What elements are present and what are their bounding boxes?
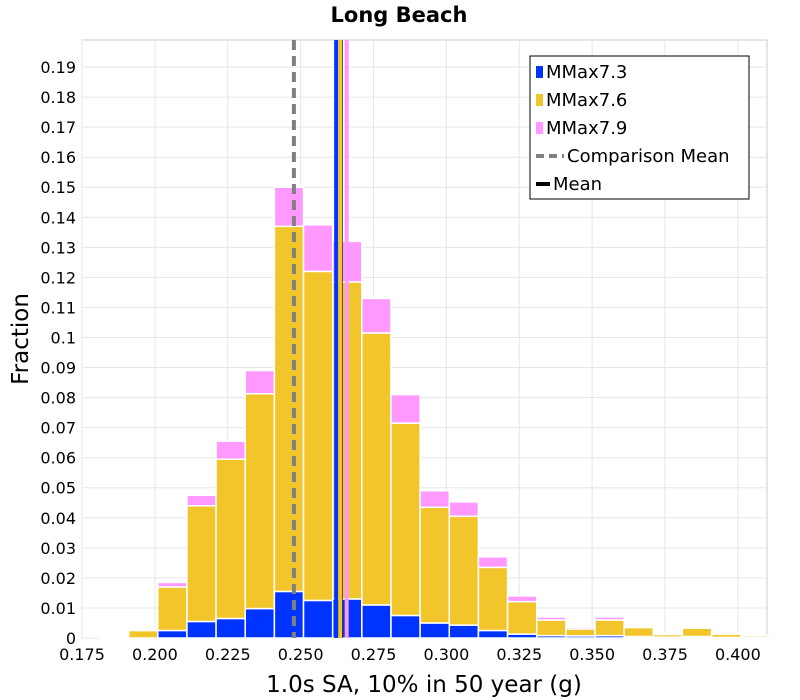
bar-segment-mmax76 — [157, 586, 188, 632]
legend-label: MMax7.3 — [546, 62, 627, 83]
y-tick-label: 0.16 — [40, 148, 76, 167]
y-tick-label: 0.07 — [40, 419, 76, 438]
bar-segment-mmax79 — [477, 556, 509, 569]
bar-segment-mmax76 — [186, 505, 217, 623]
chart-title: Long Beach — [331, 3, 468, 27]
bar-segment-mmax79 — [535, 616, 567, 621]
bar-segment-mmax76 — [419, 506, 451, 624]
y-tick-label: 0.09 — [40, 359, 76, 378]
bar-segment-mmax76 — [448, 515, 480, 626]
bar-segment-mmax76 — [623, 626, 655, 638]
y-tick-label: 0.17 — [40, 118, 76, 137]
x-tick-label: 0.400 — [715, 645, 761, 664]
bar-segment-mmax76 — [302, 270, 334, 602]
bar-segment-mmax79 — [244, 369, 276, 395]
y-tick-label: 0.15 — [40, 178, 76, 197]
bar-segment-mmax73 — [477, 629, 509, 639]
x-axis-ticks: 0.175 0.200 0.225 0.250 0.275 0.300 0.325 0.350… — [59, 645, 761, 664]
bar-segment-mmax79 — [419, 490, 451, 509]
bar-segment-mmax73 — [302, 599, 334, 639]
bar-segment-mmax79 — [98, 635, 130, 638]
x-axis-title: 1.0s SA, 10% in 50 year (g) — [266, 672, 582, 698]
legend-label: MMax7.6 — [546, 90, 627, 111]
y-tick-label: 0.12 — [40, 268, 76, 287]
bar-segment-mmax73 — [186, 620, 217, 639]
bar-segment-mmax79 — [157, 581, 188, 588]
bar-segment-mmax79 — [681, 625, 713, 629]
bar-segment-mmax79 — [448, 501, 480, 518]
x-tick-label: 0.325 — [496, 645, 542, 664]
y-tick-label: 0.19 — [40, 58, 76, 77]
y-tick-label: 0.11 — [40, 298, 76, 317]
x-tick-label: 0.200 — [132, 645, 178, 664]
legend-swatch — [536, 94, 543, 106]
y-tick-label: 0 — [66, 629, 76, 648]
bar-segment-mmax73 — [157, 629, 188, 639]
bar-segment-mmax76 — [565, 628, 596, 637]
bar-segment-mmax76 — [215, 458, 246, 620]
x-tick-label: 0.275 — [351, 645, 397, 664]
bar-segment-mmax79 — [506, 595, 538, 603]
bar-segment-mmax76 — [477, 566, 509, 632]
bar-segment-mmax73 — [419, 622, 451, 639]
y-tick-label: 0.05 — [40, 479, 76, 498]
bar-segment-mmax79 — [302, 224, 334, 273]
legend: MMax7.3 MMax7.6 MMax7.9 Comparison Mean Mean — [529, 55, 750, 200]
bar-segment-mmax76 — [594, 619, 625, 637]
bar-segment-mmax76 — [390, 422, 421, 617]
x-tick-label: 0.300 — [423, 645, 469, 664]
bar-segment-mmax73 — [390, 614, 421, 639]
mean-lines — [291, 40, 349, 638]
bar-segment-mmax76 — [535, 619, 567, 637]
bar-segment-mmax79 — [740, 634, 771, 637]
bar-segment-mmax76 — [681, 627, 713, 638]
bar-segment-mmax79 — [361, 297, 392, 334]
x-tick-label: 0.225 — [205, 645, 251, 664]
bar-segment-mmax73 — [215, 617, 246, 639]
legend-swatch — [536, 122, 543, 134]
bar-segment-mmax73 — [361, 604, 392, 639]
y-axis-title: Fraction — [8, 293, 34, 385]
x-tick-label: 0.250 — [278, 645, 324, 664]
bar-segment-mmax73 — [448, 624, 480, 639]
bar-segment-mmax73 — [244, 607, 276, 639]
y-tick-label: 0.08 — [40, 389, 76, 408]
bar-segment-mmax76 — [273, 225, 305, 593]
bar-segment-mmax79 — [652, 632, 684, 636]
legend-label: Mean — [553, 174, 602, 195]
legend-label: Comparison Mean — [567, 146, 730, 167]
bar-segment-mmax76 — [506, 600, 538, 635]
legend-label: MMax7.9 — [546, 118, 627, 139]
y-tick-label: 0.06 — [40, 449, 76, 468]
bar-segment-mmax79 — [127, 628, 159, 632]
bar-segment-mmax79 — [390, 393, 421, 424]
y-tick-label: 0.1 — [51, 328, 76, 347]
x-tick-label: 0.350 — [569, 645, 615, 664]
bar-segment-mmax79 — [623, 625, 655, 629]
y-tick-label: 0.03 — [40, 539, 76, 558]
y-tick-label: 0.14 — [40, 208, 76, 227]
bar-segment-mmax79 — [273, 186, 305, 228]
legend-box — [529, 55, 750, 200]
x-tick-label: 0.375 — [642, 645, 688, 664]
y-tick-label: 0.13 — [40, 238, 76, 257]
bar-segment-mmax79 — [565, 626, 596, 630]
histogram-bars — [98, 186, 771, 639]
bar-segment-mmax76 — [361, 332, 392, 606]
y-tick-label: 0.18 — [40, 88, 76, 107]
bar-segment-mmax79 — [186, 494, 217, 507]
legend-swatch — [536, 66, 543, 78]
bar-segment-mmax76 — [127, 629, 159, 639]
y-axis-ticks: 0 0.01 0.02 0.03 0.04 0.05 0.06 0.07 0.08 0.09 0.1… — [40, 58, 76, 648]
bar-segment-mmax76 — [244, 392, 276, 610]
bar-segment-mmax79 — [215, 440, 246, 460]
y-tick-label: 0.02 — [40, 569, 76, 588]
bar-segment-mmax73 — [273, 590, 305, 639]
y-tick-label: 0.04 — [40, 509, 76, 528]
bar-segment-mmax79 — [594, 616, 625, 621]
bar-segment-mmax79 — [710, 632, 742, 635]
y-tick-label: 0.01 — [40, 599, 76, 618]
x-tick-label: 0.175 — [59, 645, 105, 664]
